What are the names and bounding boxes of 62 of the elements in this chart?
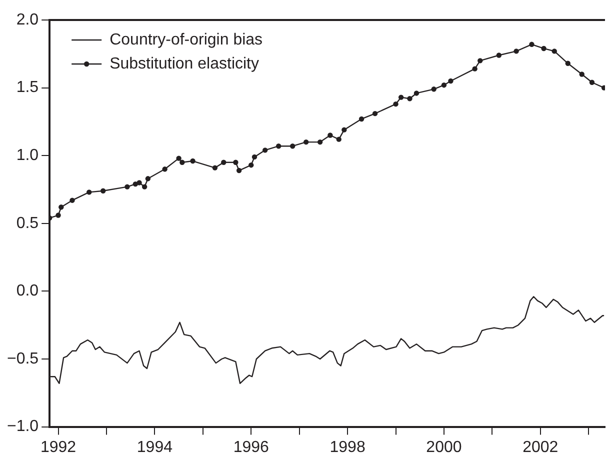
point [358,116,364,122]
legend-label: Substitution elasticity [110,55,259,72]
point [124,184,130,190]
point [448,78,454,84]
x-tick-label: 1996 [233,438,270,456]
point [317,139,323,145]
point [56,212,61,218]
point [552,48,557,54]
point [541,46,546,52]
point [441,82,447,88]
x-tick-label: 1994 [136,438,173,456]
x-tick-label: 2002 [522,438,558,456]
point [252,154,258,160]
point [176,156,182,161]
point [514,48,519,54]
y-tick-label: 1.5 [16,79,39,96]
point [431,86,436,92]
y-tick-label: 0.0 [16,282,39,300]
point [496,52,502,58]
point [248,162,254,168]
point [393,101,398,107]
point [180,160,185,165]
legend-label: Country-of-origin bias [110,31,263,48]
point [145,176,151,182]
point [529,42,534,48]
point [136,180,142,186]
point [372,110,378,116]
point [398,94,404,100]
point [221,160,226,165]
x-tick-label: 1992 [40,438,76,456]
point [162,166,168,172]
point [100,188,106,194]
point [589,80,595,85]
point [190,158,196,164]
point [601,85,605,90]
point [70,198,75,203]
point [276,144,282,149]
point [336,136,342,142]
point [58,204,64,210]
point [262,148,268,153]
point [212,165,218,170]
point [472,66,478,72]
point [565,60,570,66]
point [142,184,148,190]
point [328,132,333,138]
point [233,160,238,165]
y-tick-label: −0.5 [6,350,39,368]
point [414,90,420,96]
y-tick-label: 1.0 [16,147,39,164]
point [303,139,309,145]
y-tick-label: 2.0 [16,11,39,28]
point [579,72,584,77]
point [407,96,412,102]
point [236,168,242,174]
point [86,190,92,195]
point [342,127,347,132]
y-tick-label: 0.5 [16,214,39,232]
x-tick-label: 1998 [330,438,366,456]
y-tick-label: −1.0 [6,418,39,436]
x-tick-label: 2000 [426,438,462,456]
point [290,144,296,149]
point [478,58,483,64]
